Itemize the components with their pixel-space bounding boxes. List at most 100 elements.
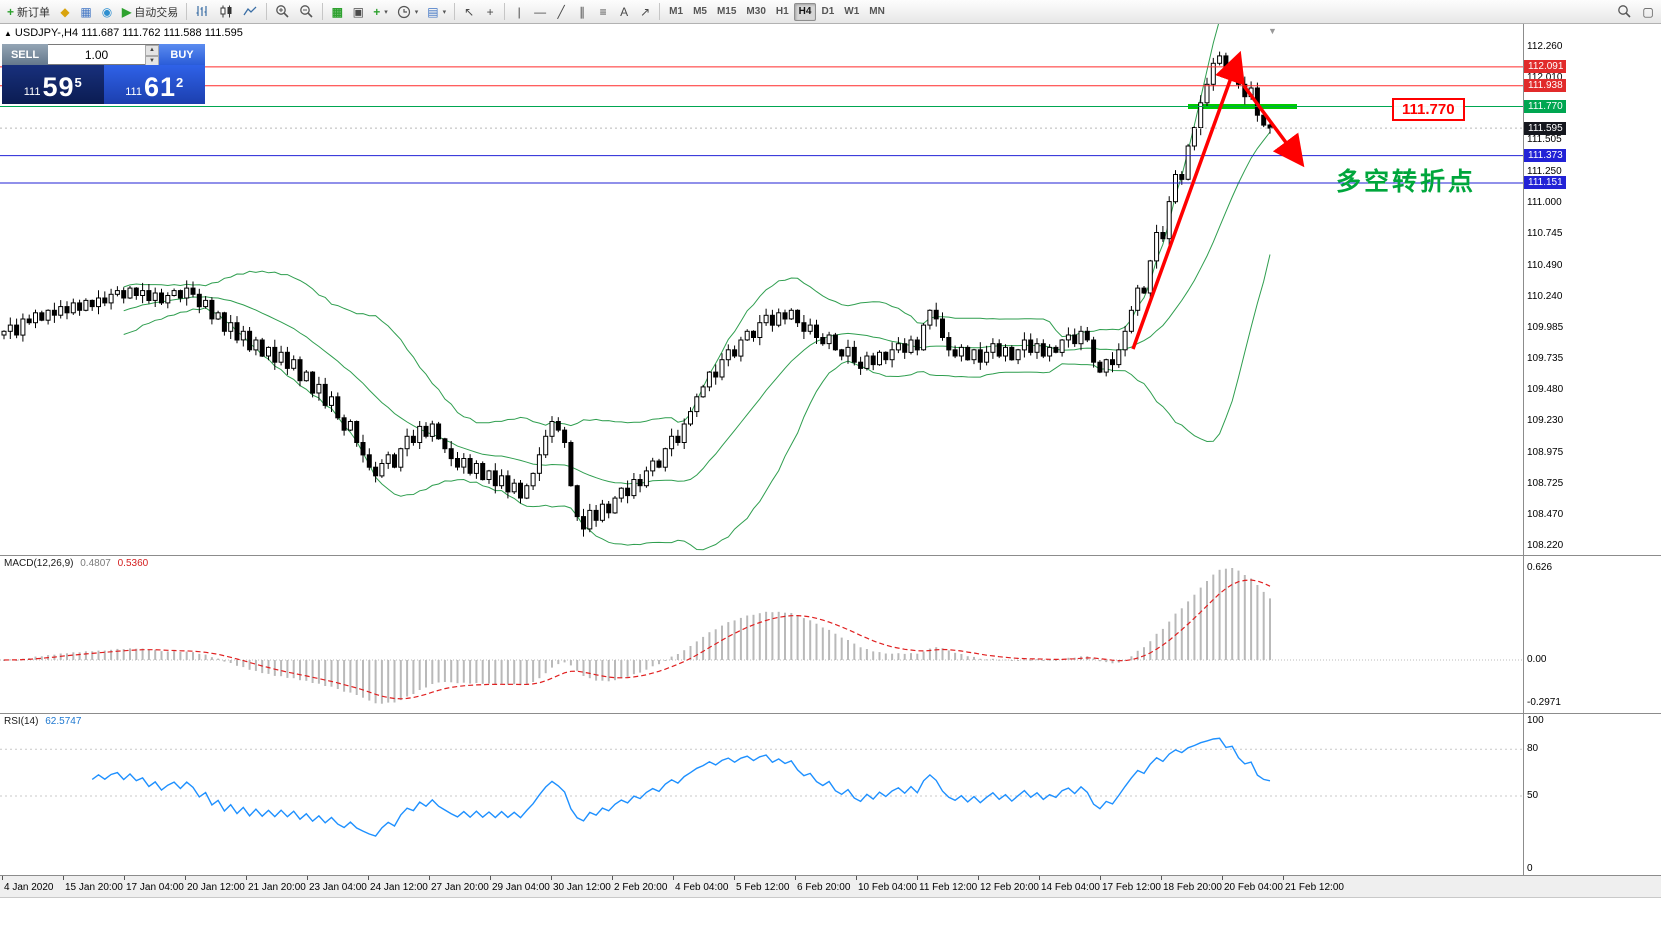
vertical-line-icon: | — [517, 4, 521, 19]
time-tick — [1161, 876, 1162, 880]
trendline-tool-button[interactable]: ╱ — [551, 2, 571, 22]
text-tool-icon: A — [620, 4, 629, 19]
time-tick — [1222, 876, 1223, 880]
price-tag: 111.151 — [1524, 176, 1566, 190]
cascade-windows-button[interactable]: ▣ — [348, 2, 368, 22]
text-tool-button[interactable]: A — [614, 2, 634, 22]
macd-canvas[interactable] — [0, 556, 1523, 713]
cursor-tool-button[interactable]: ↖ — [459, 2, 479, 22]
rsi-scale-80: 80 — [1527, 743, 1539, 754]
time-label: 4 Feb 04:00 — [675, 882, 729, 893]
time-label: 18 Feb 20:00 — [1163, 882, 1222, 893]
time-label: 4 Jan 2020 — [4, 882, 54, 893]
sell-price-prefix: 111 — [23, 86, 41, 98]
time-label: 12 Feb 20:00 — [980, 882, 1039, 893]
crosshair-icon: + — [486, 4, 494, 19]
tile-windows-button[interactable]: ▦ — [327, 2, 347, 22]
macd-scale-zero: 0.00 — [1527, 654, 1547, 665]
timeframe-h1-button[interactable]: H1 — [775, 6, 789, 17]
timeframe-m5-button[interactable]: M5 — [693, 6, 707, 17]
price-scale-tick: 110.240 — [1527, 290, 1563, 302]
volume-input[interactable] — [48, 45, 145, 64]
sell-price-main: 59 — [42, 72, 75, 102]
zoom-in-button[interactable] — [271, 2, 294, 22]
time-tick — [551, 876, 552, 880]
turning-point-label: 多空转折点 — [1336, 168, 1477, 196]
price-scale-tick: 111.250 — [1527, 165, 1562, 177]
add-indicator-button[interactable]: + ▾ — [369, 2, 392, 22]
time-label: 29 Jan 04:00 — [492, 882, 550, 893]
rsi-canvas[interactable] — [0, 714, 1523, 875]
time-tick — [1100, 876, 1101, 880]
time-tick — [2, 876, 3, 880]
price-chart-canvas[interactable] — [0, 24, 1523, 555]
time-label: 30 Jan 12:00 — [553, 882, 611, 893]
buy-button[interactable]: BUY — [159, 44, 205, 65]
arrows-tool-button[interactable]: ↗ — [635, 2, 655, 22]
new-order-button[interactable]: + 新订单 — [3, 2, 54, 22]
candlestick-chart-button[interactable] — [215, 2, 238, 22]
sell-price-pip: 5 — [74, 75, 82, 90]
time-label: 6 Feb 20:00 — [797, 882, 851, 893]
price-scale-tick: 111.000 — [1527, 196, 1562, 208]
time-tick — [978, 876, 979, 880]
buy-price-display[interactable]: 111 61 2 — [103, 65, 205, 104]
volume-up-icon[interactable]: ▲ — [145, 45, 159, 56]
auto-trading-play-icon: ▶ — [122, 4, 132, 19]
fibonacci-tool-button[interactable]: ≡ — [593, 2, 613, 22]
crosshair-tool-button[interactable]: + — [480, 2, 500, 22]
timeframe-m15-button[interactable]: M15 — [716, 6, 737, 17]
macd-panel[interactable]: MACD(12,26,9) 0.4807 0.5360 0.626 0.00 -… — [0, 556, 1661, 714]
time-label: 10 Feb 04:00 — [858, 882, 917, 893]
sell-button[interactable]: SELL — [2, 44, 48, 65]
rsi-scale-100: 100 — [1527, 715, 1544, 726]
time-tick — [307, 876, 308, 880]
time-label: 17 Jan 04:00 — [126, 882, 184, 893]
vertical-line-tool-button[interactable]: | — [509, 2, 529, 22]
zoom-out-button[interactable] — [295, 2, 318, 22]
time-label: 23 Jan 04:00 — [309, 882, 367, 893]
channel-tool-button[interactable]: ∥ — [572, 2, 592, 22]
toolbar-separator — [266, 3, 268, 20]
auto-trading-button[interactable]: ▶ 自动交易 — [118, 2, 182, 22]
toolbar-separator — [504, 3, 506, 20]
time-tick — [856, 876, 857, 880]
rsi-panel[interactable]: RSI(14) 62.5747 100 80 50 0 — [0, 714, 1661, 876]
horizontal-line-tool-button[interactable]: ― — [530, 2, 550, 22]
time-label: 21 Feb 12:00 — [1285, 882, 1344, 893]
periods-button[interactable]: ▾ — [393, 2, 423, 22]
main-chart-panel[interactable]: ▲ USDJPY-,H4 111.687 111.762 111.588 111.… — [0, 24, 1661, 556]
time-tick — [917, 876, 918, 880]
buy-price-pip: 2 — [176, 75, 184, 90]
zoom-out-icon — [300, 5, 313, 18]
timeframe-w1-button[interactable]: W1 — [844, 6, 860, 17]
templates-button[interactable]: ▤ ▾ — [423, 2, 450, 22]
clock-icon — [397, 5, 410, 18]
community-button[interactable]: ◆ — [55, 2, 75, 22]
timeframe-m1-button[interactable]: M1 — [669, 6, 684, 17]
time-tick — [734, 876, 735, 880]
timeframe-m30-button[interactable]: M30 — [746, 6, 766, 17]
new-window-button[interactable]: ▢ — [1638, 2, 1658, 22]
time-axis[interactable]: 4 Jan 2020 15 Jan 20:00 17 Jan 04:00 20 Jan… — [0, 876, 1661, 898]
zoom-in-icon — [276, 5, 289, 18]
sell-price-display[interactable]: 111 59 5 — [2, 65, 104, 104]
price-scale-tick: 112.260 — [1527, 41, 1563, 52]
timeframe-mn-button[interactable]: MN — [869, 6, 885, 17]
search-button[interactable] — [1613, 2, 1636, 22]
time-tick — [246, 876, 247, 880]
market-button[interactable]: ▦ — [76, 2, 96, 22]
signals-button[interactable]: ◉ — [97, 2, 117, 22]
timeframe-d1-button[interactable]: D1 — [821, 6, 835, 17]
chevron-down-icon: ▾ — [414, 8, 419, 16]
price-scale-tick: 108.725 — [1527, 477, 1564, 489]
chart-shift-marker-icon[interactable]: ▼ — [1268, 26, 1277, 36]
candles — [1, 51, 1273, 537]
bar-chart-button[interactable] — [191, 2, 214, 22]
time-tick — [429, 876, 430, 880]
time-label: 20 Jan 12:00 — [187, 882, 245, 893]
macd-signal-line — [3, 579, 1271, 700]
bollinger-bands — [123, 24, 1271, 551]
line-chart-button[interactable] — [239, 2, 262, 22]
timeframe-h4-button[interactable]: H4 — [793, 2, 817, 21]
